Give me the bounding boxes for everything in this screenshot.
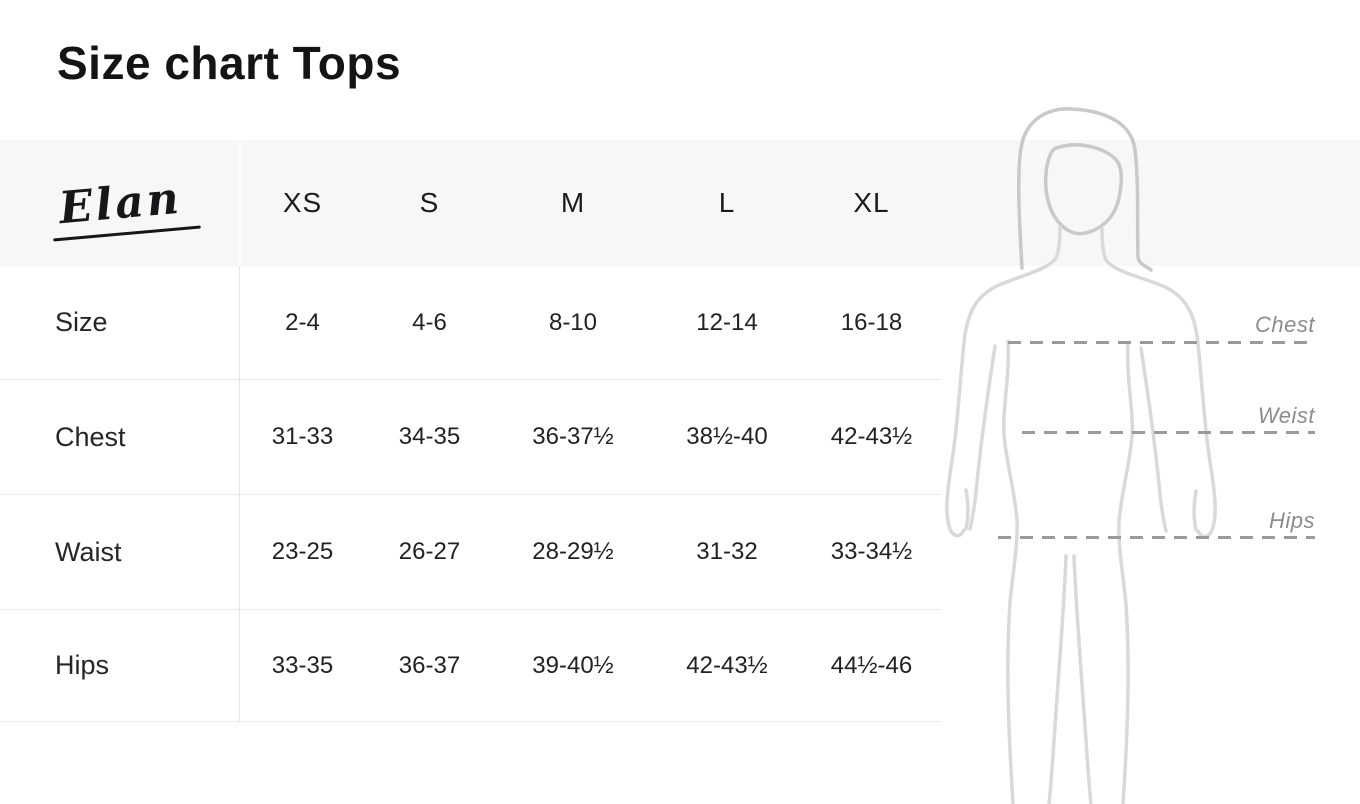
- right-inner-arm-outline: [1139, 346, 1168, 533]
- size-table: Elan XS S M L XL Size 2-4 4-6 8-10 12-14…: [0, 140, 941, 722]
- row-label-waist: Waist: [0, 495, 240, 610]
- waist-l-value: 31-32: [652, 495, 802, 610]
- body-silhouette-illustration: [945, 107, 1217, 804]
- right-torso-leg-outline: [1117, 341, 1135, 804]
- size-xl-value: 16-18: [802, 266, 941, 380]
- column-header-s: S: [419, 187, 440, 218]
- column-header-l: L: [718, 187, 736, 218]
- chest-xl-value: 42-43½: [802, 380, 941, 495]
- hips-s-value: 36-37: [365, 610, 494, 722]
- left-inner-leg-outline: [1047, 554, 1068, 804]
- left-shoulder-arm-outline: [945, 225, 1062, 538]
- size-s-value: 4-6: [365, 266, 494, 380]
- hips-measure-line: [998, 536, 1315, 539]
- hips-xl-value: 44½-46: [802, 610, 941, 722]
- size-xs-value: 2-4: [240, 266, 365, 380]
- waist-xs-value: 23-25: [240, 495, 365, 610]
- table-header-band: [0, 140, 1360, 266]
- chest-measure-label: Chest: [1255, 312, 1315, 337]
- hair-outline: [1017, 107, 1153, 272]
- right-inner-leg-outline: [1072, 554, 1093, 804]
- left-torso-leg-outline: [1001, 339, 1019, 804]
- header-column-divider: [239, 140, 241, 266]
- waist-xl-value: 33-34½: [802, 495, 941, 610]
- chest-s-value: 34-35: [365, 380, 494, 495]
- row-label-size: Size: [0, 266, 240, 380]
- brand-logo-text: Elan: [56, 172, 184, 234]
- column-header-m: M: [560, 187, 586, 218]
- chest-measure-line: [1008, 341, 1315, 344]
- face-outline: [1043, 143, 1123, 236]
- page-title: Size chart Tops: [57, 37, 402, 89]
- figure-body-group: [945, 225, 1217, 804]
- row-label-hips: Hips: [0, 610, 240, 722]
- chest-l-value: 38½-40: [652, 380, 802, 495]
- row-label-chest: Chest: [0, 380, 240, 495]
- waist-s-value: 26-27: [365, 495, 494, 610]
- figure-head-group: [1017, 107, 1153, 272]
- hips-measure-label: Hips: [1268, 508, 1315, 533]
- size-l-value: 12-14: [652, 266, 802, 380]
- label-column-divider: [239, 266, 240, 722]
- hips-l-value: 42-43½: [652, 610, 802, 722]
- chest-m-value: 36-37½: [494, 380, 652, 495]
- waist-measure-label: Weist: [1257, 403, 1315, 428]
- column-header-xs: XS: [282, 187, 323, 218]
- left-inner-arm-outline: [968, 344, 997, 531]
- brand-logo: Elan: [0, 140, 240, 266]
- column-header-xl: XL: [853, 187, 890, 218]
- hips-xs-value: 33-35: [240, 610, 365, 722]
- chest-xs-value: 31-33: [240, 380, 365, 495]
- waist-measure-line: [1022, 431, 1315, 434]
- waist-m-value: 28-29½: [494, 495, 652, 610]
- size-m-value: 8-10: [494, 266, 652, 380]
- hips-m-value: 39-40½: [494, 610, 652, 722]
